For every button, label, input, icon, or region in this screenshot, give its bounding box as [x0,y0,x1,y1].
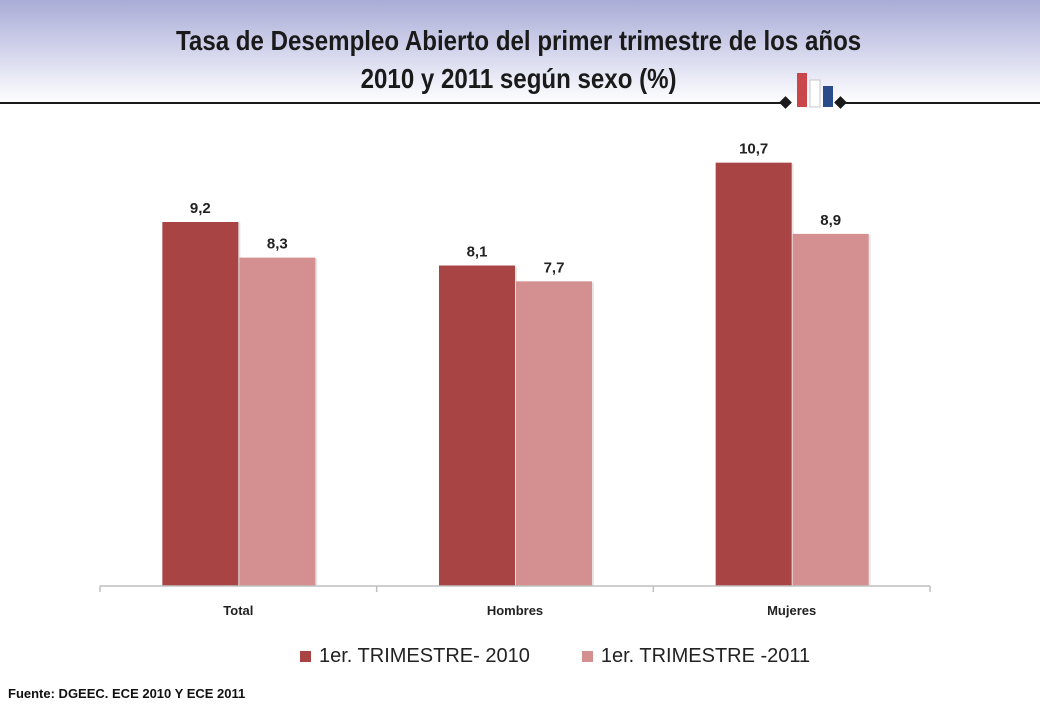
bar-chart: 9,2 8,3 Total 8,1 7,7 Hombres 10,7 8,9 Mujeres [99,141,931,618]
legend-swatch-2011 [581,651,593,662]
legend-swatch-2010 [300,651,311,662]
data-label-total-2011: 8,3 [267,236,288,253]
logo-white-bar [809,79,821,108]
category-label-hombres: Hombres [487,603,543,618]
category-label-mujeres: Mujeres [767,603,816,618]
header-band [0,0,1040,104]
bar-hombres-2010 [439,265,515,586]
source-note: Fuente: DGEEC. ECE 2010 Y ECE 2011 [8,686,246,701]
bar-hombres-2011 [516,281,592,586]
legend-label-2011: 1er. TRIMESTRE -2011 [600,645,811,667]
bar-mujeres-2011 [792,233,869,586]
data-label-mujeres-2010: 10,7 [739,141,768,158]
legend-item-2010: 1er. TRIMESTRE- 2010 [300,645,530,668]
data-label-hombres-2011: 7,7 [544,259,565,276]
bar-total-2011 [239,257,316,586]
bar-total-2010 [162,222,239,586]
title-line-2: 2010 y 2011 según sexo (%) [360,63,677,94]
label-layer: 9,2 8,3 Total 8,1 7,7 Hombres 10,7 8,9 Mujeres [190,141,841,618]
logo-blue-bar [823,86,833,107]
bar-mujeres-2010 [715,162,792,587]
logo-red-bar [797,73,807,107]
category-label-total: Total [223,603,253,618]
data-label-hombres-2010: 8,1 [467,244,488,261]
header-decoration [0,73,1040,109]
title-line-1: Tasa de Desempleo Abierto del primer tri… [176,25,862,56]
legend: 1er. TRIMESTRE- 2010 1er. TRIMESTRE -201… [300,645,862,668]
bar-layer [162,162,871,587]
page-title: Tasa de Desempleo Abierto del primer tri… [71,22,965,98]
data-label-total-2010: 9,2 [190,200,211,217]
legend-label-2010: 1er. TRIMESTRE- 2010 [319,645,530,667]
data-label-mujeres-2011: 8,9 [820,212,841,229]
x-axis-ticks [99,586,931,592]
legend-item-2011: 1er. TRIMESTRE -2011 [581,645,811,668]
